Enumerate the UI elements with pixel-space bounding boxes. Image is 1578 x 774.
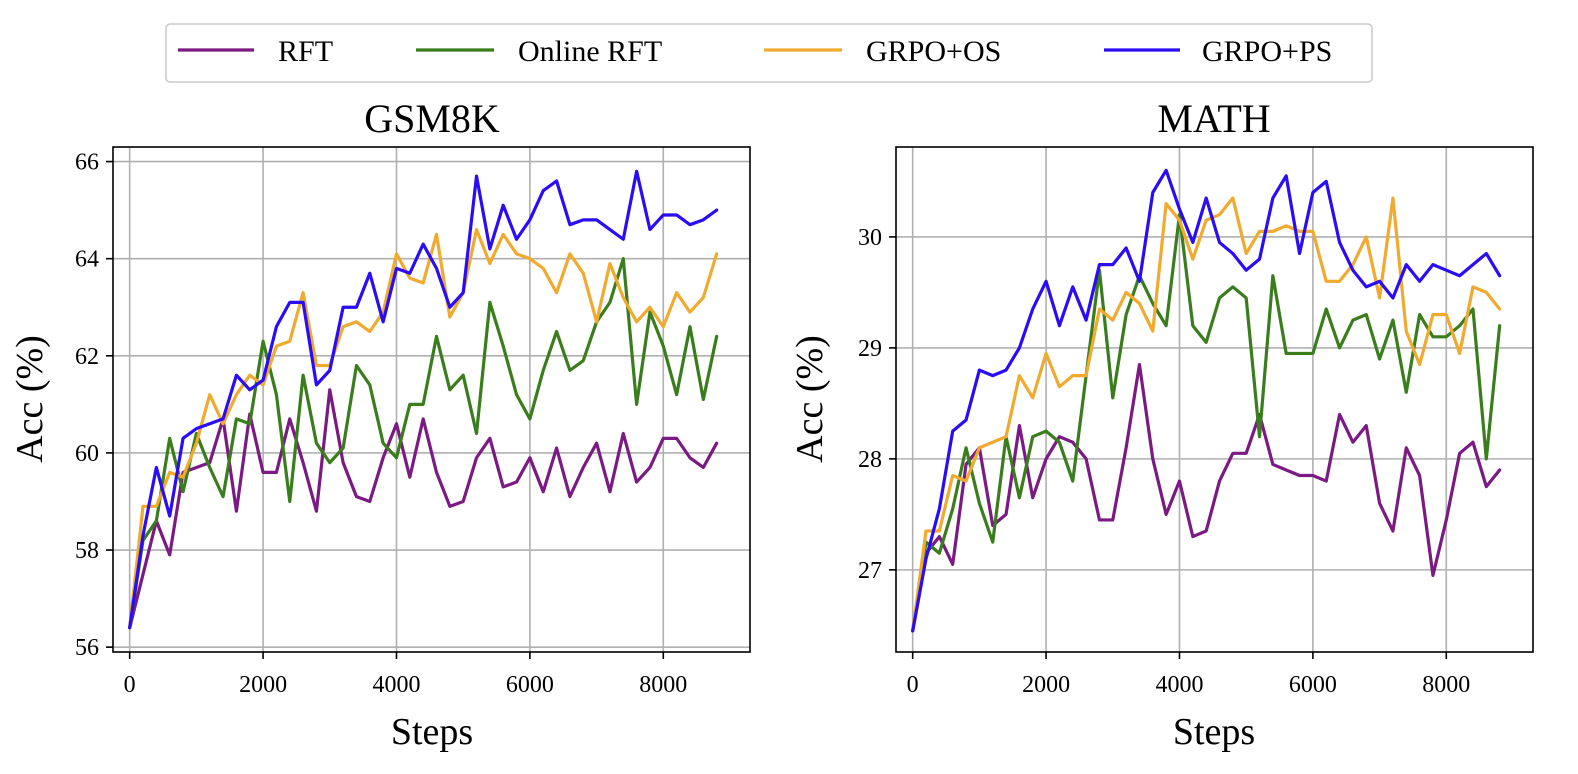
y-tick-label-gsm8k: 66 (75, 150, 99, 176)
y-tick-label-math: 29 (858, 336, 882, 362)
series-line-grpo-os-gsm8k (128, 227, 719, 630)
y-tick-label-math: 28 (858, 447, 882, 473)
x-axis-label-gsm8k: Steps (391, 711, 473, 753)
x-tick-label-gsm8k: 8000 (639, 672, 687, 698)
plot-frame-math (895, 146, 1534, 653)
legend-item-online-rft: Online RFT (416, 35, 662, 68)
legend-label-grpo-os: GRPO+OS (866, 35, 1001, 68)
legend-item-rft: RFT (178, 35, 333, 68)
chart-panel-math: MATH 0 2000 4000 6000 8000 27 28 29 30 Steps Acc… (789, 96, 1534, 753)
series-line-rft-math (911, 362, 1502, 633)
legend-item-grpo-os: GRPO+OS (764, 35, 1001, 68)
y-tick-label-gsm8k: 62 (75, 344, 99, 370)
series-line-grpo-ps-math (911, 168, 1502, 633)
chart-title-math: MATH (1157, 96, 1270, 141)
series-line-rft-gsm8k (128, 388, 719, 630)
x-axis-label-math: Steps (1173, 711, 1255, 753)
ticks-gsm8k: 0 2000 4000 6000 8000 56 58 60 62 64 66 (75, 150, 687, 698)
legend-label-rft: RFT (278, 35, 333, 68)
x-tick-label-math: 2000 (1022, 672, 1070, 698)
plot-frame-gsm8k (112, 146, 751, 653)
plot-lines-math (911, 168, 1502, 633)
series-line-grpo-ps-gsm8k (128, 169, 719, 630)
y-tick-label-gsm8k: 60 (75, 441, 99, 467)
y-tick-label-gsm8k: 64 (75, 247, 99, 273)
y-axis-label-gsm8k: Acc (%) (9, 335, 51, 463)
y-axis-label-math: Acc (%) (789, 335, 831, 463)
legend: RFT Online RFT GRPO+OS GRPO+PS (165, 23, 1373, 83)
legend-item-grpo-ps: GRPO+PS (1104, 35, 1332, 68)
x-tick-label-gsm8k: 4000 (372, 672, 420, 698)
legend-frame (165, 23, 1373, 83)
series-line-online-rft-math (911, 213, 1502, 633)
legend-label-grpo-ps: GRPO+PS (1202, 35, 1332, 68)
y-tick-label-gsm8k: 56 (75, 635, 99, 661)
chart-panel-gsm8k: GSM8K 0 2000 4000 6000 8000 56 58 60 62 64 66 Step… (9, 96, 751, 753)
x-tick-label-math: 8000 (1422, 672, 1470, 698)
y-tick-label-math: 30 (858, 225, 882, 251)
y-tick-label-gsm8k: 58 (75, 538, 99, 564)
x-tick-label-gsm8k: 2000 (239, 672, 287, 698)
series-line-online-rft-gsm8k (128, 257, 719, 630)
x-tick-label-gsm8k: 6000 (506, 672, 554, 698)
x-tick-label-math: 0 (907, 672, 919, 698)
chart-title-gsm8k: GSM8K (364, 96, 500, 141)
y-tick-label-math: 27 (858, 558, 882, 584)
ticks-math: 0 2000 4000 6000 8000 27 28 29 30 (858, 225, 1470, 698)
x-tick-label-gsm8k: 0 (124, 672, 136, 698)
x-tick-label-math: 4000 (1155, 672, 1203, 698)
plot-lines-gsm8k (128, 169, 719, 630)
legend-label-online-rft: Online RFT (518, 35, 662, 68)
x-tick-label-math: 6000 (1289, 672, 1337, 698)
series-line-grpo-os-math (911, 196, 1502, 633)
